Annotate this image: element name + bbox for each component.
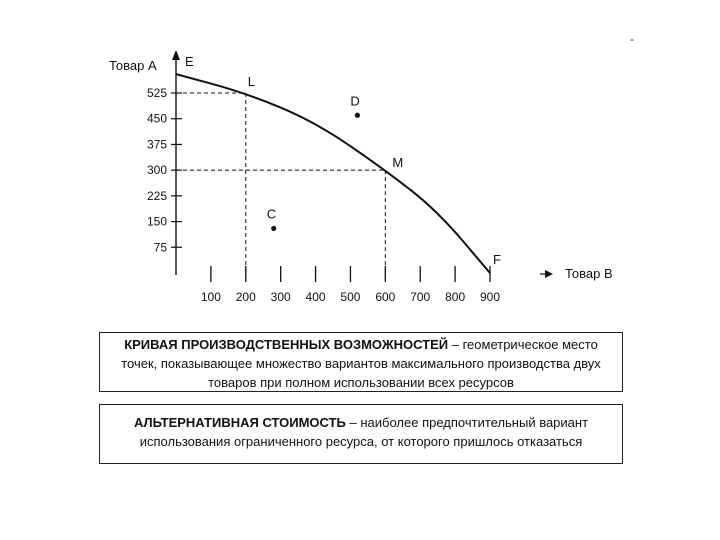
- y-tick-label: 150: [147, 215, 167, 229]
- y-tick-label: 375: [147, 137, 167, 151]
- x-tick-label: 200: [236, 290, 256, 304]
- definition-ppf-box: КРИВАЯ ПРОИЗВОДСТВЕННЫХ ВОЗМОЖНОСТЕЙ – г…: [99, 332, 623, 392]
- point-label-d: D: [350, 93, 359, 108]
- guide-lines: [176, 92, 386, 282]
- point-label-l: L: [248, 74, 255, 89]
- point-dot-d: [354, 112, 361, 118]
- x-tick-label: 700: [410, 290, 430, 304]
- x-tick-label: 900: [480, 290, 500, 304]
- ppf-curve-line: [175, 73, 491, 274]
- definition-opportunity-cost-box: АЛЬТЕРНАТИВНАЯ СТОИМОСТЬ – наиболее пред…: [99, 404, 623, 464]
- y-tick-label: 525: [147, 86, 167, 100]
- y-tick-label: 225: [147, 189, 167, 203]
- x-tick-label: 800: [445, 290, 465, 304]
- x-tick-label: 500: [340, 290, 360, 304]
- point-label-m: M: [392, 155, 403, 170]
- y-axis-arrow: [172, 50, 180, 60]
- definition-opportunity-cost-text: – наиболее предпочтительный вариант испо…: [139, 415, 589, 449]
- y-tick-label: 450: [147, 112, 167, 126]
- y-axis-title: Товар А: [109, 58, 157, 73]
- definition-ppf-term: КРИВАЯ ПРОИЗВОДСТВЕННЫХ ВОЗМОЖНОСТЕЙ: [124, 337, 449, 352]
- x-tick-label: 300: [271, 290, 291, 304]
- y-tick-label: 300: [147, 163, 167, 177]
- corner-dash-mark: -: [630, 32, 634, 46]
- point-label-c: C: [267, 206, 276, 221]
- x-tick-label: 600: [375, 290, 395, 304]
- x-axis-arrow: [545, 270, 553, 278]
- axes: [171, 50, 553, 282]
- axis-labels: 75 150 225 300 375 450 525 100 200 300 400 500 600 70…: [109, 54, 613, 304]
- points: [271, 112, 361, 232]
- x-tick-label: 100: [201, 290, 221, 304]
- x-axis-title: Товар В: [565, 266, 613, 281]
- point-dot-c: [271, 225, 277, 232]
- y-tick-label: 75: [154, 240, 168, 254]
- definition-ppf-text: – геометрическое место точек, показывающ…: [121, 337, 601, 390]
- x-tick-label: 400: [306, 290, 326, 304]
- ppf-curve: [175, 73, 491, 274]
- point-label-f: F: [493, 252, 501, 267]
- ppf-chart: 75 150 225 300 375 450 525 100 200 300 400 500 600 70…: [109, 50, 613, 304]
- point-label-e: E: [185, 54, 194, 69]
- definition-opportunity-cost-term: АЛЬТЕРНАТИВНАЯ СТОИМОСТЬ: [133, 415, 346, 430]
